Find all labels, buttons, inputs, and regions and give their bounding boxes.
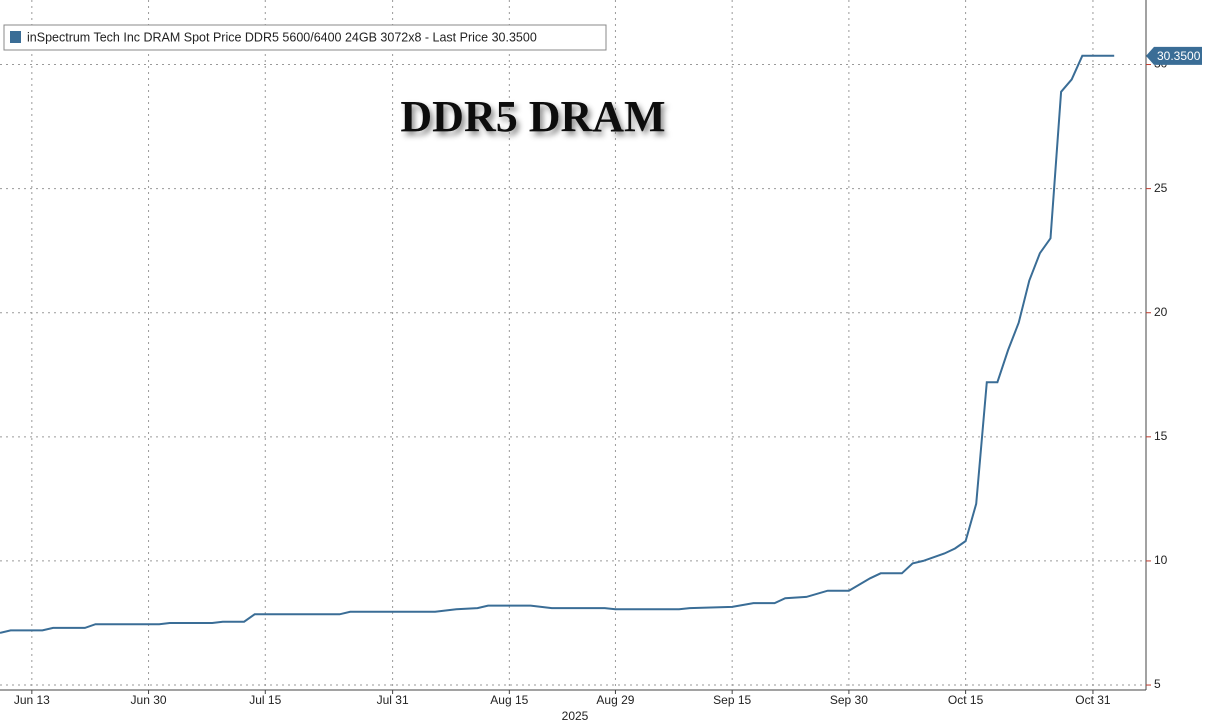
y-tick-label: 15 [1154, 429, 1168, 443]
x-tick-label: Aug 15 [490, 693, 528, 707]
chart-title: DDR5 DRAM [400, 92, 665, 141]
line-series [0, 54, 1115, 634]
x-tick-label: Jul 15 [249, 693, 281, 707]
y-tick-label: 20 [1154, 305, 1168, 319]
x-tick-label: Jul 31 [377, 693, 409, 707]
legend: inSpectrum Tech Inc DRAM Spot Price DDR5… [3, 24, 607, 51]
legend-swatch [10, 31, 21, 43]
x-tick-label: Oct 15 [948, 693, 984, 707]
last-price-label: 30.3500 [1157, 49, 1201, 63]
x-tick-label: Sep 15 [713, 693, 751, 707]
x-tick-label: Jun 30 [131, 693, 167, 707]
legend-box [3, 24, 607, 51]
last-price-tag [1146, 46, 1202, 65]
x-tick-label: Aug 29 [596, 693, 634, 707]
legend-label: inSpectrum Tech Inc DRAM Spot Price DDR5… [27, 30, 537, 44]
y-tick-label: 5 [1154, 677, 1161, 691]
x-tick-label: Oct 31 [1075, 693, 1111, 707]
grid [0, 0, 1146, 690]
y-tick-label: 25 [1154, 181, 1168, 195]
x-tick-label: Jun 13 [14, 693, 50, 707]
y-tick-label: 10 [1154, 553, 1168, 567]
x-axis-label: 2025 [562, 709, 589, 723]
x-tick-label: Sep 30 [830, 693, 868, 707]
